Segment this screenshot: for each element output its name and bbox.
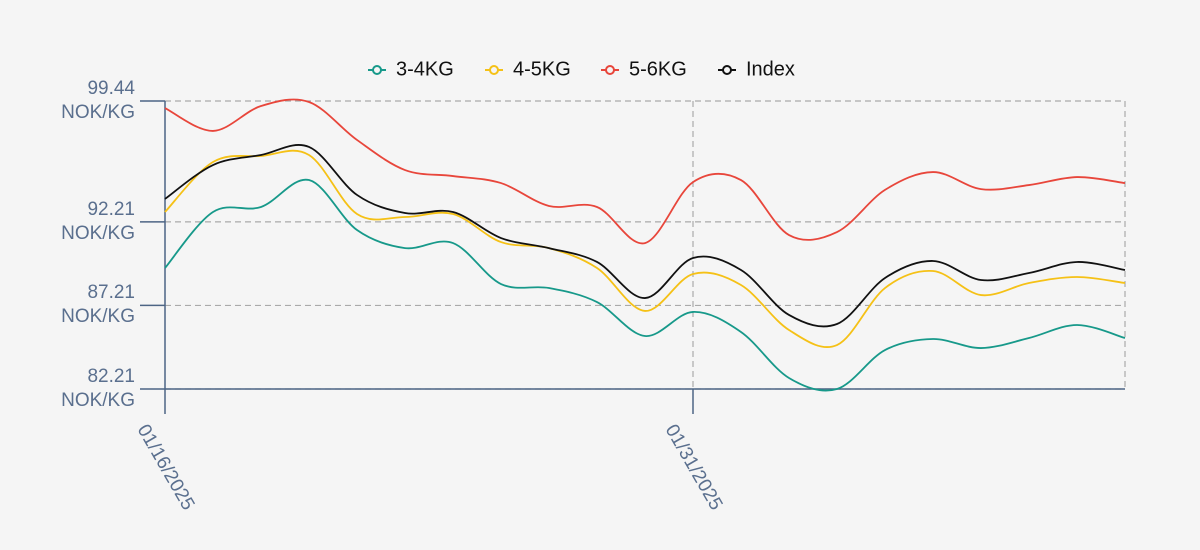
y-tick-label: 99.44 NOK/KG bbox=[61, 78, 135, 123]
legend-marker bbox=[722, 65, 732, 75]
y-tick-label: 82.21 NOK/KG bbox=[61, 366, 135, 411]
x-tick-label: 01/31/2025 bbox=[661, 421, 727, 514]
legend-marker bbox=[372, 65, 382, 75]
y-tick-label: 87.21 NOK/KG bbox=[61, 282, 135, 328]
legend-label: 4-5KG bbox=[513, 58, 571, 80]
series-line bbox=[164, 98, 1126, 245]
y-tick-label: 92.21 NOK/KG bbox=[61, 198, 135, 244]
legend-label: Index bbox=[746, 58, 795, 80]
legend-marker bbox=[605, 65, 615, 75]
x-tick-label: 01/16/2025 bbox=[133, 421, 199, 514]
series-line bbox=[164, 149, 1126, 348]
legend-label: 5-6KG bbox=[629, 58, 687, 80]
series-line bbox=[164, 144, 1126, 328]
series-line bbox=[164, 178, 1126, 392]
legend-marker bbox=[489, 65, 499, 75]
legend-label: 3-4KG bbox=[396, 58, 454, 80]
